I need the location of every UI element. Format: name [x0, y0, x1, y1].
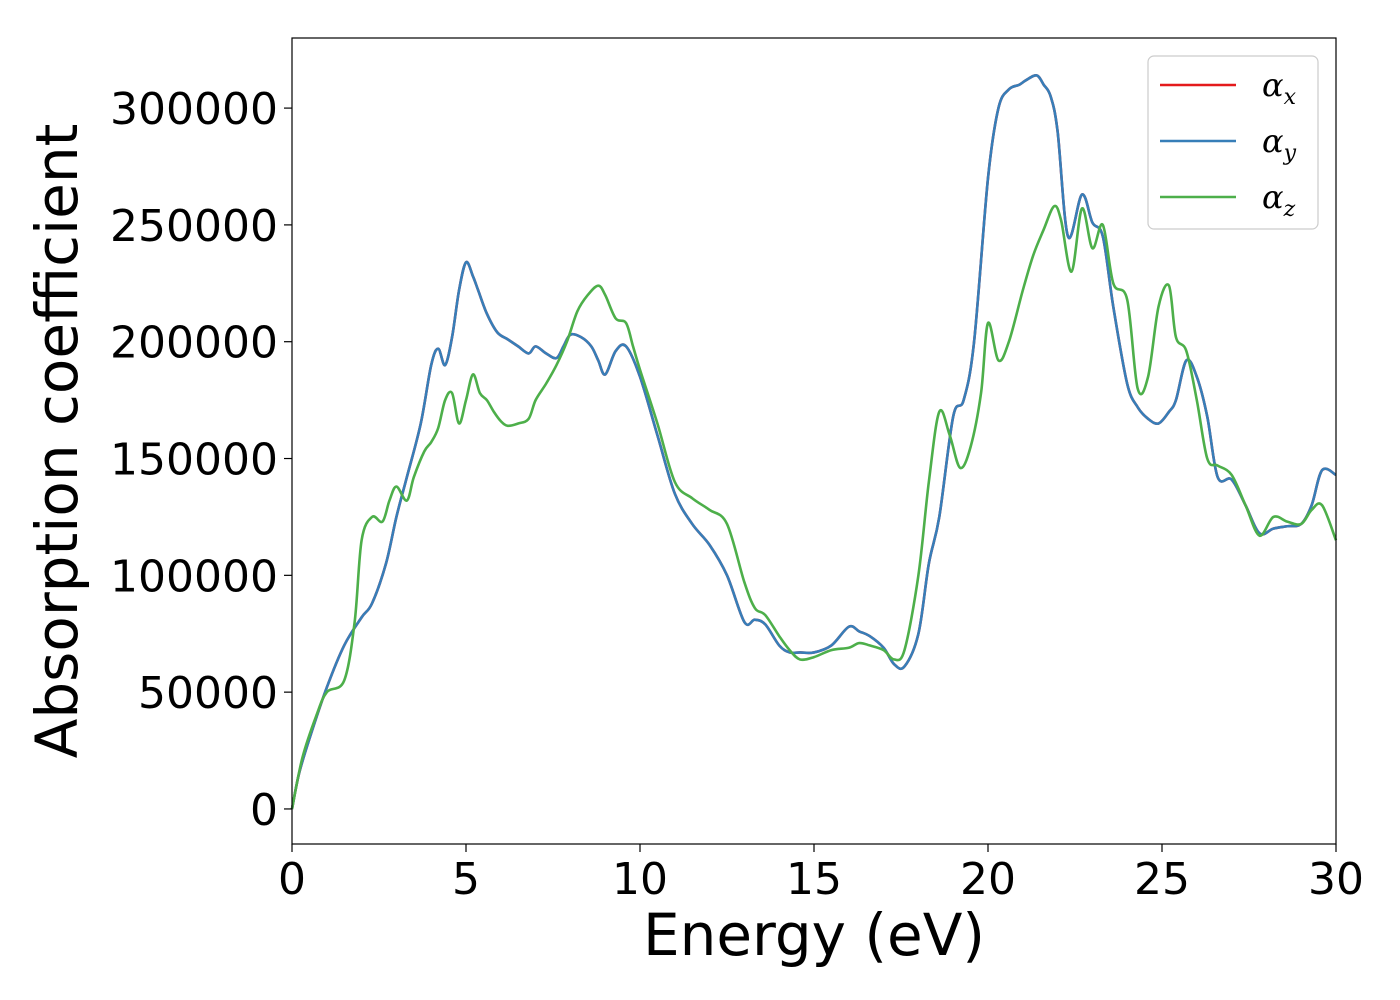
x-axis-label: Energy (eV) — [643, 901, 985, 969]
y-tick-label: 100000 — [110, 551, 278, 602]
x-tick-label: 5 — [452, 854, 480, 905]
axis-ticks: 0 5 10 15 20 25 30 0 50000 100000 150000 200000 2500… — [110, 84, 1364, 905]
y-tick-label: 200000 — [110, 318, 278, 369]
x-tick-label: 15 — [786, 854, 842, 905]
y-tick-label: 150000 — [110, 435, 278, 486]
x-tick-label: 10 — [612, 854, 668, 905]
x-tick-label: 30 — [1308, 854, 1364, 905]
legend-label-x: αx — [1262, 66, 1297, 110]
y-tick-label: 250000 — [110, 201, 278, 252]
x-tick-label: 25 — [1134, 854, 1190, 905]
x-tick-label: 0 — [278, 854, 306, 905]
y-axis-label: Absorption coefficient — [23, 124, 91, 759]
legend-label-z: αz — [1262, 178, 1296, 222]
series-lines — [290, 73, 1338, 810]
x-tick-label: 20 — [960, 854, 1016, 905]
legend: αx αy αz — [1147, 55, 1319, 230]
series-line-y — [290, 73, 1337, 810]
y-tick-label: 0 — [250, 785, 278, 836]
y-tick-label: 50000 — [138, 668, 278, 719]
series-line-z — [290, 204, 1338, 810]
y-tick-label: 300000 — [110, 84, 278, 135]
legend-label-y: αy — [1262, 122, 1297, 166]
legend-box — [1147, 55, 1319, 230]
